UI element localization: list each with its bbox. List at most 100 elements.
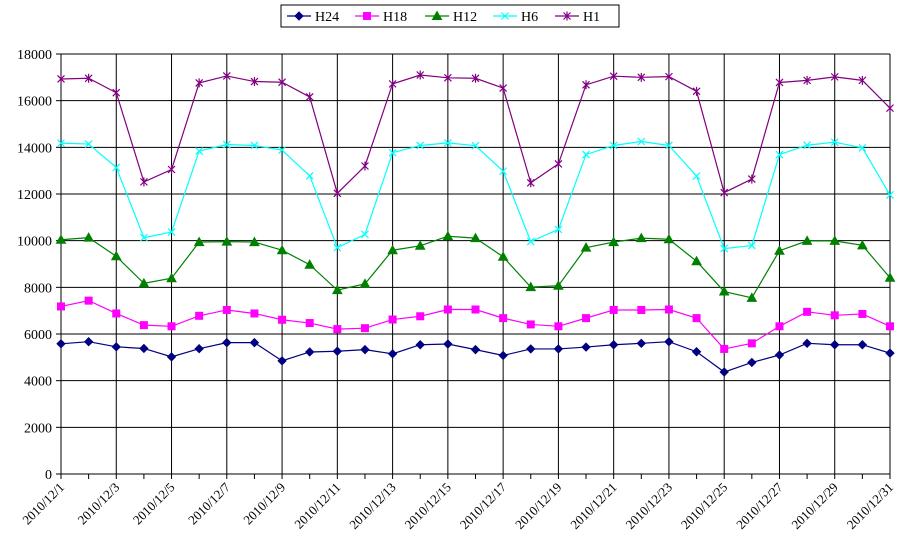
data-point-h18 xyxy=(112,309,121,318)
data-point-h24 xyxy=(83,336,94,347)
legend-label: H1 xyxy=(583,10,600,25)
data-point-h12 xyxy=(221,236,233,246)
data-point-h24 xyxy=(664,336,674,347)
data-point-h12 xyxy=(801,235,813,245)
data-point-h12 xyxy=(829,235,841,245)
x-tick-label: 2010/12/5 xyxy=(130,480,178,528)
data-point-h18 xyxy=(222,305,231,314)
legend-box xyxy=(280,4,620,28)
data-point-h24 xyxy=(222,337,232,348)
legend-item-h12: H12 xyxy=(425,10,477,25)
data-point-h18 xyxy=(775,322,784,331)
data-point-h12 xyxy=(553,280,564,290)
data-point-h18 xyxy=(720,344,729,353)
x-tick-label: 2010/12/31 xyxy=(844,480,896,532)
data-point-h12 xyxy=(359,278,371,288)
data-point-h1 xyxy=(692,86,701,96)
legend-marker xyxy=(501,12,509,20)
data-point-h24 xyxy=(139,343,149,354)
data-point-h12 xyxy=(525,281,537,292)
data-point-h18 xyxy=(664,305,673,314)
data-point-h12 xyxy=(580,242,592,252)
data-point-h12 xyxy=(276,244,288,255)
data-point-h18 xyxy=(803,307,812,316)
data-point-h1 xyxy=(333,188,342,198)
data-point-h12 xyxy=(193,236,205,247)
data-point-h6 xyxy=(637,137,646,146)
x-tick-label: 2010/12/21 xyxy=(567,480,619,532)
data-point-h18 xyxy=(471,305,480,314)
data-point-h6 xyxy=(443,138,452,147)
data-point-h24 xyxy=(166,352,177,362)
data-point-h18 xyxy=(167,322,176,331)
y-tick-label: 14000 xyxy=(17,141,52,156)
x-tick-label: 2010/12/17 xyxy=(457,479,510,532)
data-point-h6 xyxy=(471,141,480,150)
y-tick-label: 0 xyxy=(45,468,52,483)
data-point-h1 xyxy=(554,159,563,169)
data-point-h24 xyxy=(277,356,287,366)
data-point-h12 xyxy=(110,250,122,261)
data-point-h12 xyxy=(331,284,343,295)
data-point-h24 xyxy=(56,339,66,349)
data-point-h1 xyxy=(416,70,425,80)
data-point-h6 xyxy=(609,141,618,150)
data-point-h18 xyxy=(139,321,148,330)
x-tick-label: 2010/12/29 xyxy=(788,480,840,532)
data-point-h12 xyxy=(691,255,702,266)
data-point-h24 xyxy=(857,340,868,350)
data-point-h1 xyxy=(250,77,259,87)
data-point-h12 xyxy=(55,234,67,244)
y-tick-label: 4000 xyxy=(24,375,52,390)
data-point-h1 xyxy=(665,72,673,82)
data-point-h24 xyxy=(830,340,840,350)
data-point-h6 xyxy=(57,139,65,148)
data-point-h12 xyxy=(857,239,868,250)
legend: H24 H18 H12 H6 H1 xyxy=(280,4,620,28)
data-point-h24 xyxy=(885,348,895,358)
data-point-h24 xyxy=(774,350,785,360)
data-point-h12 xyxy=(387,244,398,255)
y-tick-label: 12000 xyxy=(17,188,52,203)
legend-marker xyxy=(294,11,304,21)
legend-marker xyxy=(431,10,443,20)
legend-marker xyxy=(563,11,571,21)
y-tick-label: 8000 xyxy=(24,281,52,296)
legend-label: H24 xyxy=(315,10,339,25)
data-point-h6 xyxy=(886,191,894,199)
data-point-h12 xyxy=(442,230,454,241)
data-point-h6 xyxy=(167,228,176,236)
data-point-h6 xyxy=(582,150,590,159)
series-h1 xyxy=(57,70,894,198)
data-point-h6 xyxy=(830,138,839,147)
data-point-h12 xyxy=(497,251,509,261)
data-point-h18 xyxy=(195,311,204,320)
legend-item-h6: H6 xyxy=(493,10,538,25)
legend-label: H18 xyxy=(383,10,407,25)
data-point-h12 xyxy=(746,292,758,302)
x-tick-label: 2010/12/11 xyxy=(291,480,343,532)
data-point-h12 xyxy=(138,277,150,288)
data-point-h6 xyxy=(222,140,231,149)
data-point-h24 xyxy=(581,342,591,352)
legend-item-h18: H18 xyxy=(355,10,407,25)
data-point-h12 xyxy=(884,272,896,282)
data-point-h1 xyxy=(112,88,121,98)
data-point-h12 xyxy=(470,232,481,243)
x-tick-label: 2010/12/9 xyxy=(240,480,288,528)
data-point-h6 xyxy=(665,141,673,150)
data-point-h24 xyxy=(332,346,343,356)
data-point-h24 xyxy=(802,338,812,349)
data-point-h12 xyxy=(83,232,94,242)
data-point-h1 xyxy=(747,174,756,184)
plot-background xyxy=(61,54,890,474)
data-point-h1 xyxy=(471,73,480,83)
data-point-h18 xyxy=(554,322,563,331)
series-h6 xyxy=(57,137,894,253)
data-point-h1 xyxy=(167,165,176,174)
data-point-h24 xyxy=(636,338,647,349)
data-point-h1 xyxy=(388,79,397,89)
x-tick-label: 2010/12/27 xyxy=(733,479,786,532)
data-point-h18 xyxy=(747,339,756,348)
data-point-h18 xyxy=(858,309,867,318)
